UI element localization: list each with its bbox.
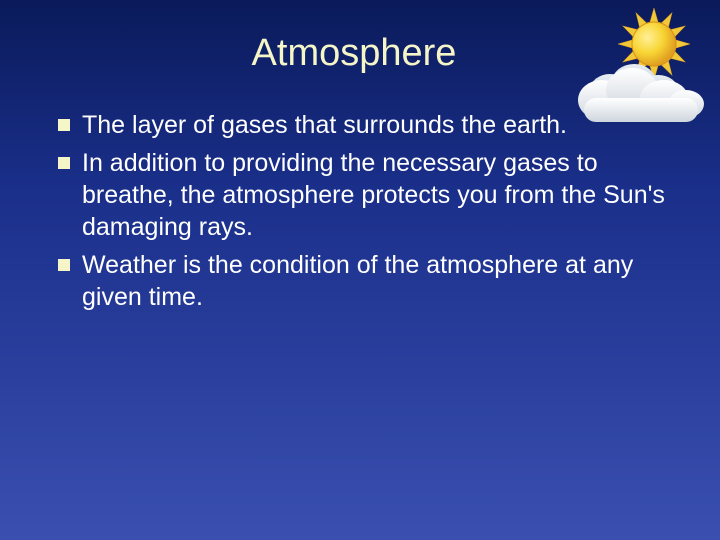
bullet-item: In addition to providing the necessary g… <box>58 147 680 243</box>
slide-container: Atmosphere The layer of gases that surro… <box>0 0 720 540</box>
bullet-item: The layer of gases that surrounds the ea… <box>58 109 680 141</box>
bullet-list: The layer of gases that surrounds the ea… <box>48 109 680 313</box>
bullet-item: Weather is the condition of the atmosphe… <box>58 249 680 313</box>
sun-cloud-icon <box>554 6 714 126</box>
